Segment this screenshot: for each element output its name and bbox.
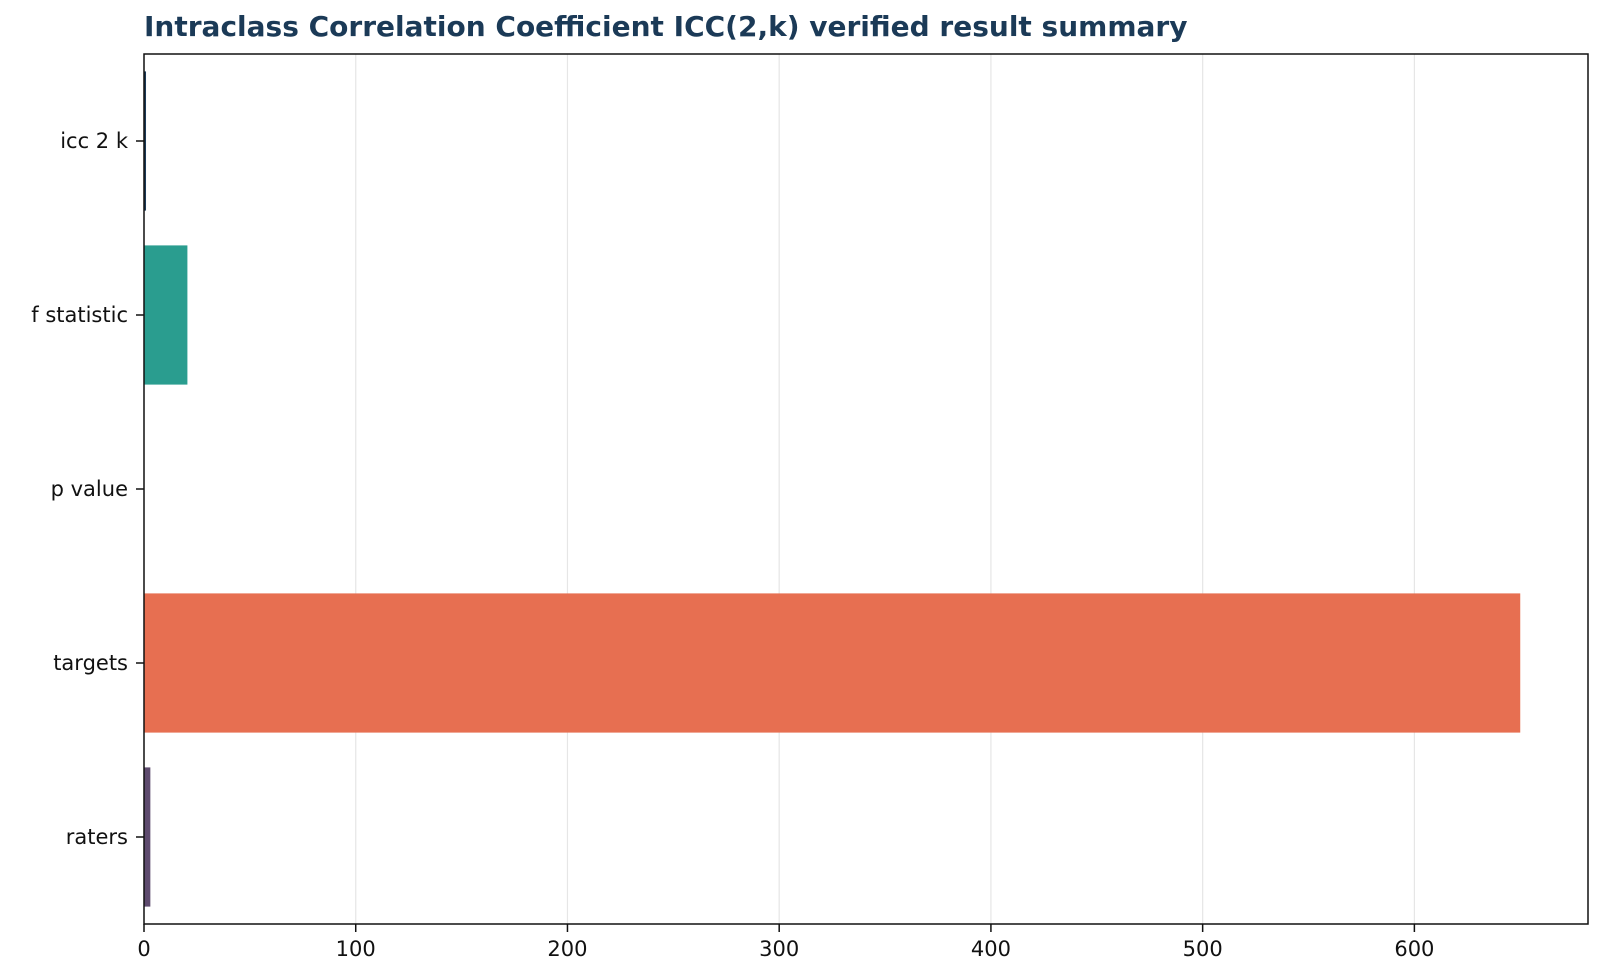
chart-title: Intraclass Correlation Coefficient ICC(2… xyxy=(144,10,1188,43)
y-tick-label: icc 2 k xyxy=(60,129,129,153)
bar xyxy=(144,593,1521,733)
x-tick-label: 0 xyxy=(137,937,150,961)
x-tick-label: 500 xyxy=(1183,937,1223,961)
y-tick-label: p value xyxy=(51,477,128,501)
x-tick-label: 200 xyxy=(547,937,587,961)
x-tick-label: 100 xyxy=(336,937,376,961)
bar xyxy=(144,245,188,385)
x-tick-label: 300 xyxy=(759,937,799,961)
bar xyxy=(144,767,151,907)
y-tick-label: targets xyxy=(53,651,128,675)
plot-frame xyxy=(143,53,1589,925)
y-tick-label: raters xyxy=(66,825,128,849)
x-tick-label: 400 xyxy=(971,937,1011,961)
y-tick-label: f statistic xyxy=(31,303,128,327)
x-tick-label: 600 xyxy=(1394,937,1434,961)
bar xyxy=(144,71,147,211)
